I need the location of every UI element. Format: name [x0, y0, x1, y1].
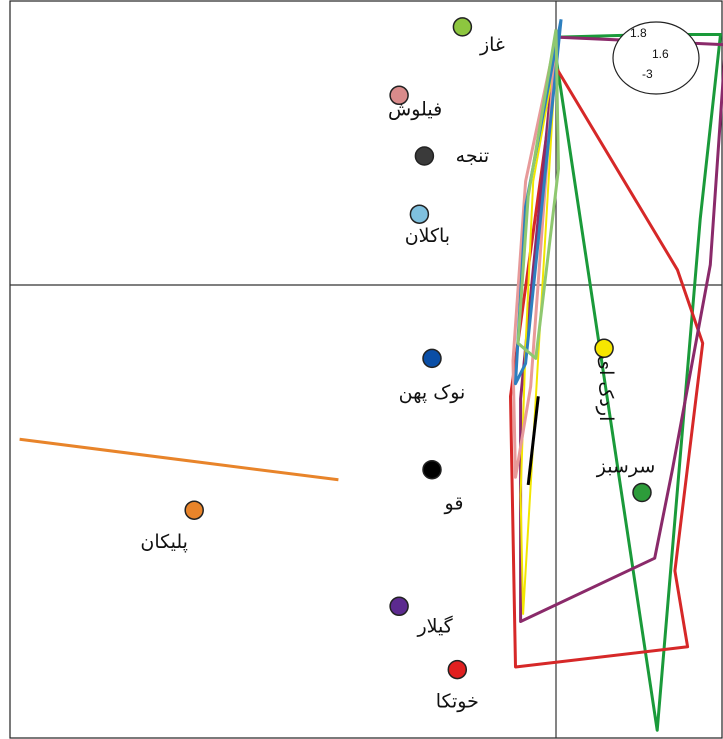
point-label-6: قو [444, 493, 464, 515]
series-line-6 [511, 36, 558, 479]
point-label-11: سرسبز [596, 456, 656, 478]
point-label-9: خوتکا [436, 691, 479, 713]
plot-frame [9, 0, 723, 739]
point-label-3: تنجه [456, 145, 489, 167]
data-point-1 [452, 17, 473, 37]
data-point-4 [409, 204, 430, 224]
scale-callout: 1.8 -3 1.6 [612, 21, 700, 95]
point-label-8: گیلار [416, 614, 453, 637]
annotation-2: -3 [642, 67, 653, 81]
scale-callout-ellipse [612, 21, 700, 95]
annotation-1: 1.8 [630, 26, 647, 40]
data-point-8 [389, 596, 409, 617]
series-line-3 [509, 65, 705, 669]
data-point-7 [184, 500, 204, 520]
series-line-1 [19, 437, 339, 482]
point-label-1: غاز [479, 34, 505, 56]
series-line-8 [516, 29, 560, 360]
annotation-3: 1.6 [652, 47, 669, 61]
data-point-11 [632, 482, 652, 503]
point-label-5: نوک پهن [399, 381, 466, 403]
data-point-10 [594, 338, 614, 359]
series-line-2 [554, 33, 722, 732]
points-layer: غاز فیلوش تنجه باکلان نوک پهن قو پلیکان گیلار خو… [140, 17, 656, 713]
point-label-10: اردک ای [595, 355, 617, 421]
point-label-2: فیلوش [388, 98, 442, 120]
point-label-4: باکلان [405, 225, 450, 247]
point-label-7: پلیکان [140, 531, 188, 553]
series-line-9 [526, 396, 540, 486]
data-point-5 [422, 348, 442, 369]
data-point-9 [447, 659, 468, 680]
data-point-6 [422, 459, 442, 480]
data-point-2 [389, 85, 409, 106]
series-line-5 [519, 54, 557, 615]
data-point-3 [414, 146, 435, 166]
